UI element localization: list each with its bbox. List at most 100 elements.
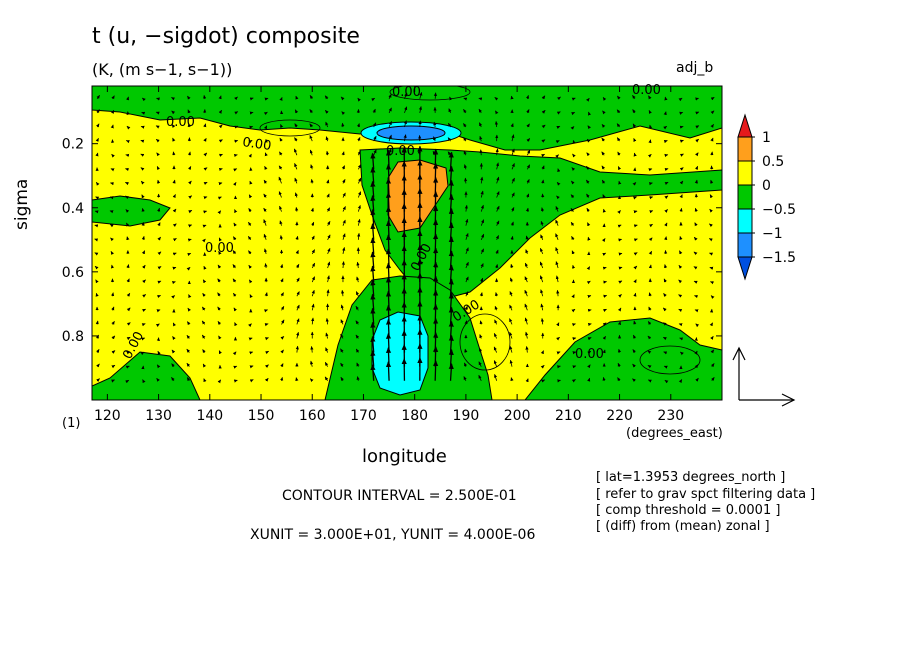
contour-label: 0.00 (632, 83, 661, 98)
vector-arrow (172, 223, 177, 227)
vector-arrow (280, 292, 284, 297)
panel-index: (1) (62, 416, 81, 431)
vector-arrow (555, 233, 559, 240)
vector-arrow (110, 264, 115, 269)
vector-arrow (433, 360, 439, 381)
vector-arrow (602, 376, 606, 381)
vector-arrow (217, 379, 222, 384)
vector-arrow (203, 210, 208, 214)
vector-arrow (218, 139, 223, 143)
colorbar-label: 1 (762, 130, 771, 146)
vector-arrow (388, 93, 392, 99)
vector-arrow (648, 168, 653, 172)
vector-arrow (617, 151, 621, 156)
vector-arrow (496, 191, 500, 198)
vector-arrow (571, 323, 576, 327)
vector-arrow (509, 291, 513, 297)
vector-arrow (141, 337, 146, 341)
colorbar-segment (737, 136, 753, 162)
vector-arrow (325, 150, 330, 156)
vector-arrow (249, 111, 254, 115)
vector-arrow (234, 96, 238, 101)
vector-arrow (310, 360, 314, 367)
vector-arrow (447, 137, 452, 142)
vector-arrow (188, 180, 192, 185)
vector-arrow (232, 264, 237, 269)
vector-arrow (370, 152, 376, 170)
vector-arrow (679, 139, 684, 143)
vector-arrow (95, 137, 99, 142)
vector-arrow (679, 235, 683, 240)
vector-arrow (280, 278, 284, 283)
vector-arrow (202, 363, 207, 368)
vector-arrow (157, 236, 161, 241)
vector-arrow (157, 280, 162, 284)
vector-arrow (571, 264, 576, 269)
vector-arrow (526, 109, 530, 114)
vector-arrow (587, 322, 592, 327)
vector-arrow (341, 165, 345, 170)
vector-arrow (556, 182, 561, 186)
vector-arrow (555, 140, 560, 144)
vector-arrow (693, 280, 698, 284)
vector-arrow (556, 195, 560, 200)
vector-arrow (311, 276, 315, 283)
vector-arrow (710, 123, 714, 128)
vector-arrow (480, 233, 485, 240)
vector-arrow (296, 291, 300, 297)
vector-arrow (601, 238, 606, 243)
vector-arrow (187, 307, 191, 312)
vector-arrow (586, 207, 590, 212)
vector-arrow (478, 361, 482, 367)
note-line: [ comp threshold = 0.0001 ] (596, 503, 781, 518)
vector-arrow (494, 319, 498, 325)
vector-arrow (618, 180, 622, 185)
vector-arrow (340, 348, 344, 353)
colorbar-segment (737, 232, 753, 258)
vector-arrow (632, 182, 637, 186)
vector-arrow (572, 153, 576, 158)
vector-arrow (310, 164, 314, 170)
vector-arrow (633, 334, 637, 339)
vector-arrow (202, 349, 206, 353)
vector-arrow (572, 351, 577, 355)
vector-arrow (465, 276, 469, 283)
vector-arrow (587, 364, 591, 369)
vector-arrow (296, 331, 300, 339)
vector-arrow (370, 350, 376, 367)
vector-arrow (664, 264, 668, 269)
vector-arrow (249, 180, 253, 185)
vector-arrow (679, 125, 684, 129)
vector-arrow (203, 152, 208, 157)
vector-arrow (264, 263, 268, 269)
vector-arrow (404, 92, 408, 99)
vector-arrow (96, 349, 100, 353)
vector-arrow (218, 251, 222, 255)
vector-arrow (494, 120, 498, 128)
vector-arrow (510, 123, 514, 128)
vector-arrow (496, 205, 500, 212)
vector-arrow (94, 210, 99, 214)
vector-arrow (480, 204, 484, 212)
vector-arrow (248, 323, 252, 328)
vector-arrow (616, 123, 621, 128)
vector-arrow (524, 289, 528, 297)
vector-arrow (495, 249, 499, 255)
vector-arrow (295, 345, 299, 353)
vector-arrow (96, 123, 100, 128)
vector-arrow (233, 153, 238, 158)
vector-arrow (555, 206, 559, 212)
vector-arrow (156, 97, 160, 101)
vector-arrow (617, 362, 621, 367)
vector-arrow (188, 224, 193, 228)
vector-arrow (526, 138, 531, 142)
vector-arrow (126, 236, 130, 241)
colorbar-label: −0.5 (762, 202, 796, 218)
vector-arrow (679, 351, 684, 356)
vector-arrow (448, 122, 452, 128)
vector-arrow (648, 250, 652, 255)
vector-arrow (711, 376, 715, 382)
vector-arrow (247, 236, 252, 241)
vector-arrow (663, 125, 668, 130)
vector-arrow (662, 322, 667, 326)
